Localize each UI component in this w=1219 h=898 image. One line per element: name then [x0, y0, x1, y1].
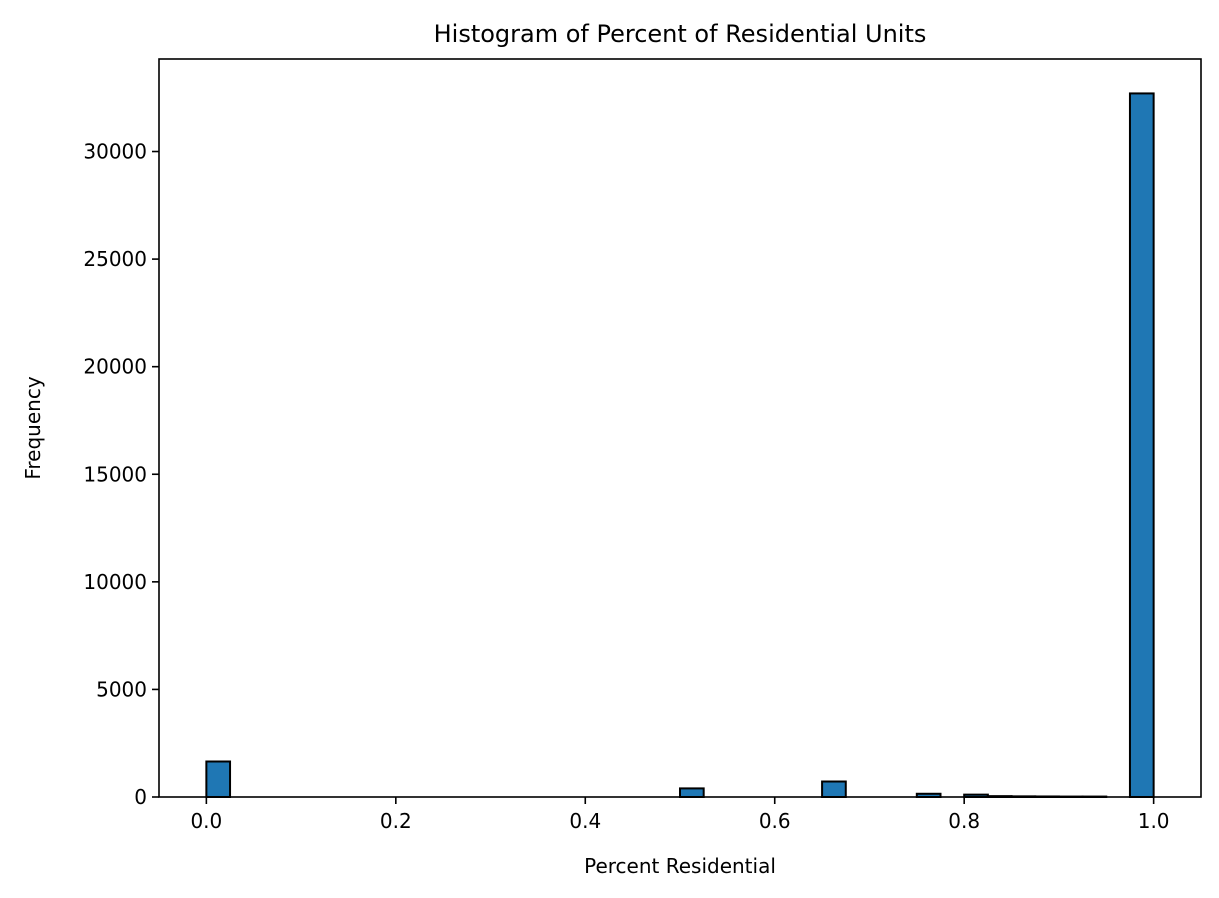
x-tick-label: 1.0 — [1138, 809, 1170, 833]
x-tick-label: 0.8 — [948, 809, 980, 833]
histogram-bar-1 — [679, 787, 705, 799]
y-tick-label: 15000 — [83, 462, 147, 486]
histogram-bar-10 — [1128, 92, 1155, 798]
histogram-bar-0 — [205, 760, 232, 798]
x-axis: 0.0 0.2 0.4 0.6 0.8 1.0 — [190, 797, 1170, 833]
bars-group — [205, 92, 1155, 799]
y-tick-label: 25000 — [83, 247, 147, 271]
histogram-bar-2 — [821, 780, 847, 799]
y-axis-label: Frequency — [21, 376, 45, 479]
chart-title: Histogram of Percent of Residential Unit… — [434, 20, 927, 48]
y-tick-label: 10000 — [83, 570, 147, 594]
y-tick-label: 0 — [134, 785, 147, 809]
x-tick-label: 0.4 — [569, 809, 601, 833]
x-tick-label: 0.2 — [380, 809, 412, 833]
x-tick-label: 0.0 — [190, 809, 222, 833]
plot-frame — [158, 58, 1202, 798]
y-tick-label: 5000 — [96, 677, 147, 701]
x-axis-label: Percent Residential — [584, 854, 776, 878]
y-tick-label: 20000 — [83, 355, 147, 379]
y-axis: 0 5000 10000 15000 20000 25000 30000 — [83, 140, 159, 809]
y-tick-label: 30000 — [83, 140, 147, 164]
x-tick-label: 0.6 — [759, 809, 791, 833]
